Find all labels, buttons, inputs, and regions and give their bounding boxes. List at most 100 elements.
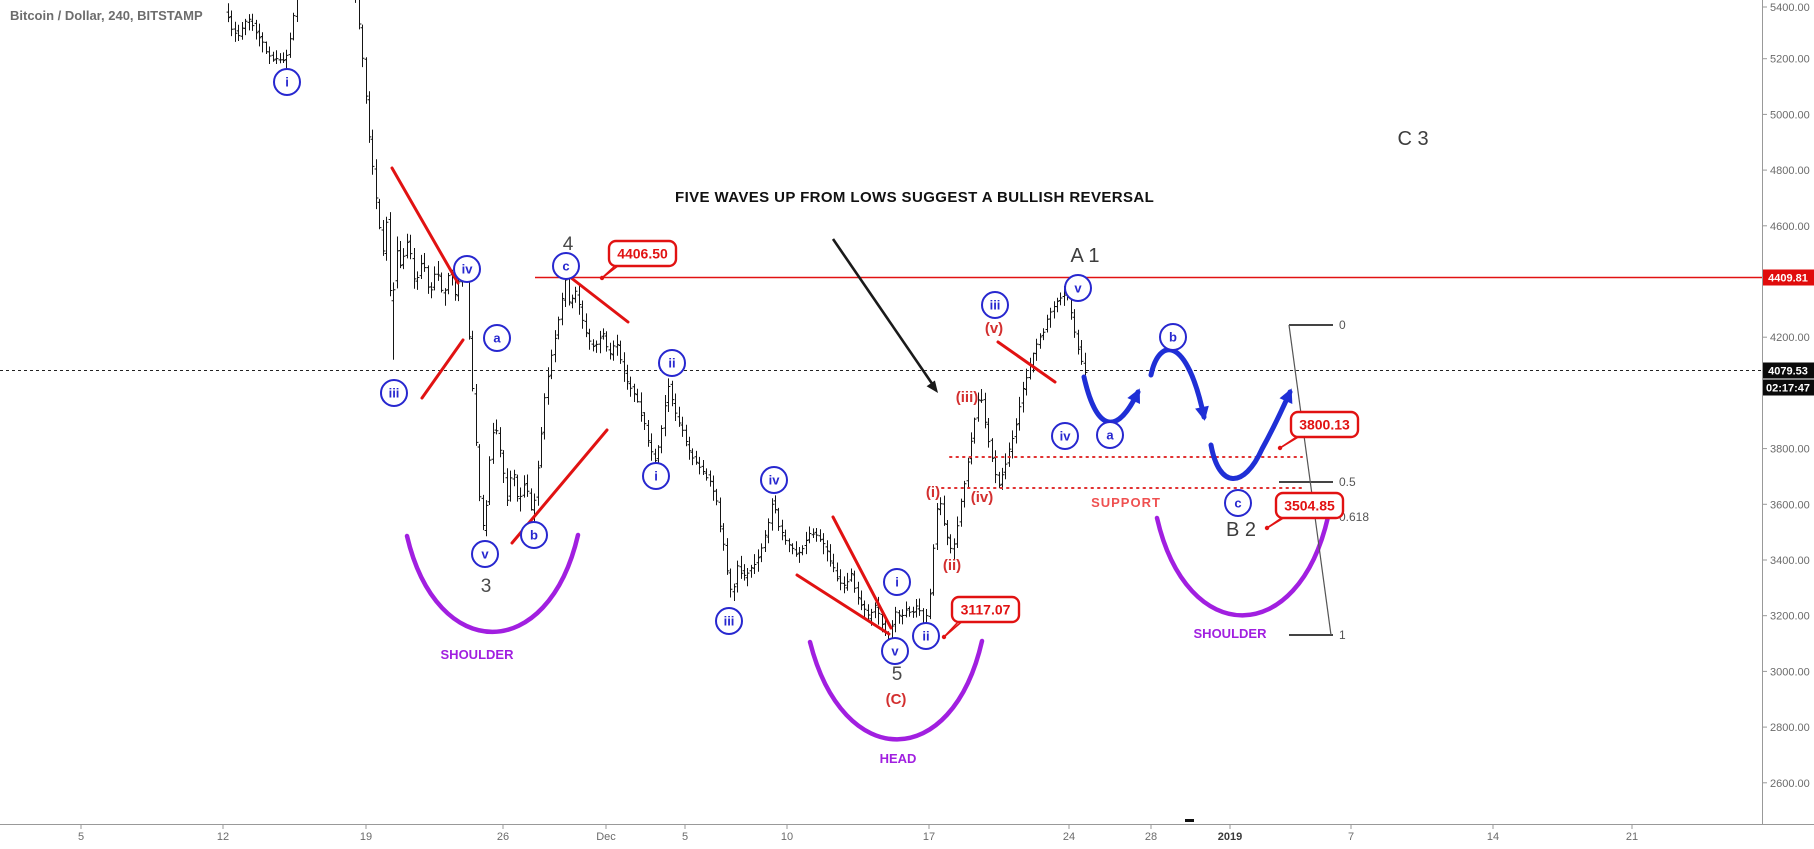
svg-text:iv: iv [1060,429,1072,444]
wave-label-circled-c[interactable]: c [1224,489,1252,517]
wave-label-circled-ii[interactable]: ii [658,349,686,377]
projection-arrow-a[interactable] [1081,374,1141,425]
wave-label-circled-iv[interactable]: iv [453,255,481,283]
label-a1[interactable]: A 1 [1071,245,1100,267]
svg-text:02:17:47: 02:17:47 [1766,383,1810,395]
ohlc-bars-path [226,0,1088,647]
price-callouts[interactable]: 4406.50 3117.07 3800.13 3504.85 [599,239,1360,640]
wave-label-red-(v)[interactable]: (v) [985,320,1003,337]
wave-label-red-(i)[interactable]: (i) [926,484,940,501]
svg-text:iii: iii [990,298,1001,313]
wave-label-circled-v[interactable]: v [881,637,909,665]
label-wave-3[interactable]: 3 [481,576,492,597]
svg-text:ii: ii [668,356,675,371]
svg-text:ii: ii [922,629,929,644]
head-label[interactable]: HEAD [880,751,917,766]
wave-label-red-(iii)[interactable]: (iii) [956,389,979,406]
note-arrow[interactable] [831,238,938,393]
price-tick-label: 4600.00 [1770,221,1810,233]
left-shoulder-label[interactable]: SHOULDER [441,647,515,662]
time-tick-label: 24 [1063,831,1075,843]
bullish-reversal-note[interactable]: FIVE WAVES UP FROM LOWS SUGGEST A BULLIS… [675,189,1154,206]
fib-level-label: 1 [1339,628,1346,642]
svg-text:3117.07: 3117.07 [961,602,1011,618]
session-break-dash [1185,819,1194,822]
fib-level-label: 0.618 [1339,510,1369,524]
wave-label-circled-i[interactable]: i [883,568,911,596]
callout-anchor-dot [599,275,605,281]
trendline-wave-iv-channel[interactable] [390,166,460,285]
time-tick-label: 26 [497,831,509,843]
svg-text:i: i [654,469,658,484]
callout-anchor-dot [941,634,947,640]
wave-label-circled-iv[interactable]: iv [760,466,788,494]
note-arrowhead [926,380,938,393]
svg-text:v: v [481,547,489,562]
price-tick-label: 2600.00 [1770,778,1810,790]
price-tick-label: 3400.00 [1770,555,1810,567]
label-wave-5[interactable]: 5 [892,664,903,685]
wave-label-circled-iii[interactable]: iii [380,379,408,407]
left-shoulder-arc[interactable] [404,532,581,635]
wave-label-circled-iv[interactable]: iv [1051,422,1079,450]
price-callout[interactable]: 3800.13 [1277,410,1360,451]
wave-label-circled-iii[interactable]: iii [981,291,1009,319]
red-wave-labels[interactable]: (v) (iii) (i) (iv) (ii) [926,320,1003,574]
wave-label-circled-a[interactable]: a [1096,421,1124,449]
svg-text:i: i [895,575,899,590]
last-price-tag: 4079.53 [1763,362,1814,379]
price-tick-label: 5000.00 [1770,109,1810,121]
wedge-lower-line[interactable] [795,573,891,636]
trendline-wave-b-rise[interactable] [420,338,465,400]
head-and-shoulders-arcs[interactable] [404,514,1331,742]
wave-label-circled-a[interactable]: a [483,324,511,352]
projection-arrows[interactable] [1081,347,1293,481]
head-arc[interactable] [807,638,985,742]
wave-label-circled-v[interactable]: v [471,540,499,568]
wave-label-circled-b[interactable]: b [1159,323,1187,351]
time-tick-label: 19 [360,831,372,843]
wave-label-circled-v[interactable]: v [1064,274,1092,302]
wave-label-circled-i[interactable]: i [642,462,670,490]
countdown-tag: 02:17:47 [1763,379,1814,396]
price-callout[interactable]: 3117.07 [941,595,1021,640]
support-label[interactable]: SUPPORT [1091,495,1161,510]
label-c3[interactable]: C 3 [1397,128,1428,150]
svg-text:v: v [891,644,899,659]
price-axis[interactable]: 5400.00 5200.00 5000.00 4800.00 4600.00 4200.… [1762,2,1810,790]
wedge-upper-line[interactable] [831,515,893,630]
label-wave-c[interactable]: (C) [886,691,907,708]
wave-label-circled-ii[interactable]: ii [912,622,940,650]
wave-label-circled-c[interactable]: c [552,252,580,280]
projection-arrow-b[interactable] [1148,347,1209,421]
svg-text:b: b [1169,330,1177,345]
price-tick-label: 5400.00 [1770,2,1810,14]
price-callout[interactable]: 3504.85 [1264,491,1345,531]
trendline-wave-c-fall[interactable] [568,275,630,324]
fib-level-label: 0.5 [1339,475,1356,489]
time-tick-label: 14 [1487,831,1499,843]
time-axis[interactable]: 5 12 19 26 Dec 5 10 17 24 28 2019 7 14 21 [78,824,1638,843]
fib-retracement[interactable] [1279,324,1333,636]
svg-text:4079.53: 4079.53 [1768,366,1808,378]
trendline-wave-v-channel[interactable] [996,340,1057,384]
label-b2[interactable]: B 2 [1226,519,1256,541]
projection-arrow-c[interactable] [1208,388,1293,481]
label-wave-4[interactable]: 4 [563,234,574,255]
time-tick-label: 5 [682,831,688,843]
wave-label-red-(ii)[interactable]: (ii) [943,557,961,574]
wave-label-circled-iii[interactable]: iii [715,607,743,635]
time-tick-label: 7 [1348,831,1354,843]
wave-label-circled-b[interactable]: b [520,521,548,549]
fib-labels: 0 0.5 0.618 1 [1339,318,1369,642]
wave-label-red-(iv)[interactable]: (iv) [971,489,994,506]
right-shoulder-arc[interactable] [1154,514,1331,618]
price-callout[interactable]: 4406.50 [599,239,678,281]
svg-text:iii: iii [724,614,735,629]
wave-label-circled-i[interactable]: i [273,68,301,96]
svg-text:3504.85: 3504.85 [1284,498,1335,514]
right-shoulder-label[interactable]: SHOULDER [1194,626,1268,641]
svg-text:b: b [530,528,538,543]
